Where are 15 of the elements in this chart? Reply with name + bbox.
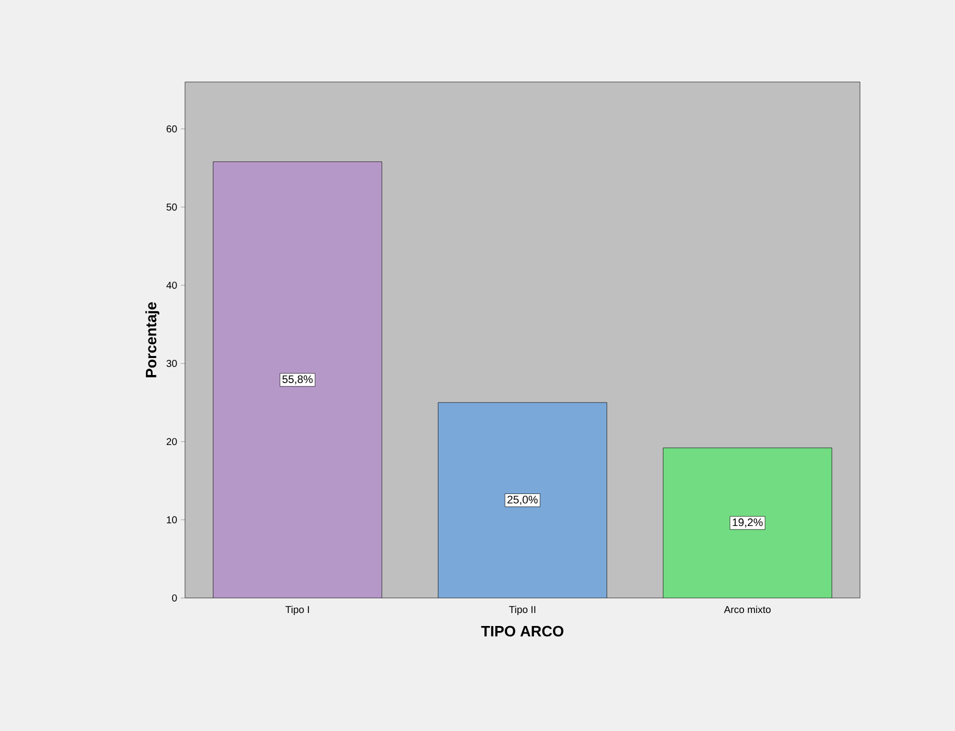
y-axis-title: Porcentaje bbox=[145, 302, 160, 378]
x-tick-label: Tipo II bbox=[509, 606, 536, 616]
data-label: 19,2% bbox=[732, 518, 763, 528]
data-label: 55,8% bbox=[282, 375, 313, 384]
y-tick-label: 30 bbox=[166, 360, 177, 367]
y-tick-label: 20 bbox=[166, 438, 177, 446]
x-axis-title: TIPO ARCO bbox=[481, 626, 564, 636]
y-tick-label: 50 bbox=[166, 204, 177, 211]
data-label: 25,0% bbox=[508, 496, 538, 505]
x-tick-label: Arco mixto bbox=[724, 606, 771, 614]
y-tick-label: 60 bbox=[166, 125, 177, 132]
x-tick-label: Tipo I bbox=[285, 606, 309, 616]
y-tick-label: 0 bbox=[172, 594, 177, 602]
y-tick-label: 10 bbox=[166, 516, 177, 524]
y-tick-label: 40 bbox=[166, 282, 177, 289]
